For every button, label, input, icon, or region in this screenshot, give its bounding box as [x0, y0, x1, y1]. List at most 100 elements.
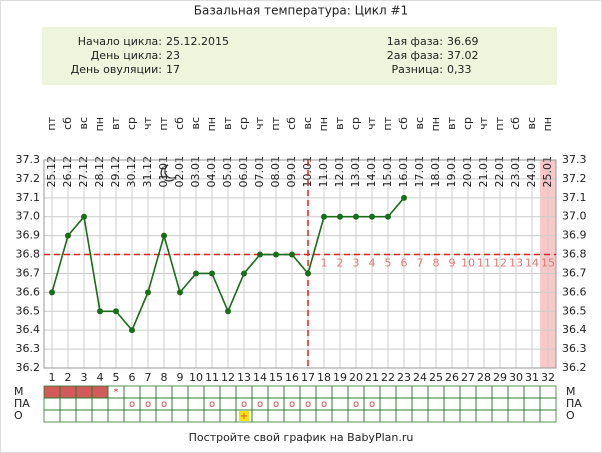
weekday-label: сб — [509, 117, 522, 130]
phase-day: 4 — [369, 257, 376, 270]
day-number: 14 — [253, 371, 267, 384]
phase-day: 2 — [337, 257, 344, 270]
filled-cell — [92, 386, 108, 398]
temperature-point — [241, 270, 247, 277]
date-label: 28.12 — [93, 156, 106, 188]
y-tick-label: 36.8 — [16, 248, 41, 261]
temperature-point — [49, 289, 55, 296]
weekday-label: ср — [349, 117, 362, 130]
temperature-point — [97, 308, 103, 315]
date-label: 15.01 — [381, 156, 394, 188]
date-label: 13.01 — [349, 156, 362, 188]
row-cell — [539, 409, 557, 423]
weekday-label: пт — [45, 116, 58, 130]
day-number: 9 — [177, 371, 184, 384]
temperature-point — [177, 289, 183, 296]
y-tick-label-right: 36.9 — [562, 229, 587, 242]
y-tick-label: 37.1 — [16, 191, 41, 204]
info-label: День цикла: — [91, 49, 162, 62]
day-number: 19 — [333, 371, 347, 384]
row-label: ПА — [14, 397, 30, 410]
phase-day: 10 — [461, 257, 475, 270]
day-number: 25 — [429, 371, 443, 384]
date-label: 05.01 — [221, 156, 234, 188]
day-number: 27 — [461, 371, 475, 384]
phase-day: 7 — [417, 257, 424, 270]
y-tick-label-right: 36.5 — [562, 304, 587, 317]
row-mark: + — [240, 411, 248, 422]
info-value: 23 — [166, 49, 180, 62]
day-number: 1 — [49, 371, 56, 384]
row-label: О — [14, 409, 23, 422]
date-label: 25.01 — [541, 156, 554, 188]
phase-day: 11 — [477, 257, 491, 270]
row-mark: o — [241, 399, 247, 410]
date-label: 06.01 — [237, 156, 250, 188]
day-number: 12 — [221, 371, 235, 384]
y-tick-label-right: 37.3 — [562, 153, 587, 166]
chart-title: Базальная температура: Цикл #1 — [194, 4, 408, 18]
date-label: 20.01 — [461, 156, 474, 188]
temperature-point — [161, 232, 167, 239]
phase-day: 8 — [433, 257, 440, 270]
row-label-right: М — [566, 385, 576, 398]
y-tick-label: 36.9 — [16, 229, 41, 242]
y-tick-label-right: 36.3 — [562, 342, 587, 355]
day-number: 4 — [97, 371, 104, 384]
info-label: 2ая фаза: — [387, 49, 443, 62]
info-label: Начало цикла: — [78, 35, 162, 48]
day-number: 7 — [145, 371, 152, 384]
day-number: 15 — [269, 371, 283, 384]
row-mark: o — [369, 399, 375, 410]
y-tick-label-right: 37.2 — [562, 172, 587, 185]
temperature-point — [225, 308, 231, 315]
y-tick-label-right: 36.8 — [562, 248, 587, 261]
y-tick-label: 36.4 — [16, 323, 41, 336]
weekday-label: ср — [461, 117, 474, 130]
temperature-point — [273, 251, 279, 258]
temperature-point — [337, 213, 343, 220]
temperature-point — [81, 213, 87, 220]
day-number: 32 — [541, 371, 555, 384]
date-label: 09.01 — [285, 156, 298, 188]
row-mark: o — [273, 399, 279, 410]
day-number: 21 — [365, 371, 379, 384]
weekday-label: вт — [333, 116, 346, 129]
temperature-point — [257, 251, 263, 258]
phase-day: 14 — [525, 257, 539, 270]
day-number: 29 — [493, 371, 507, 384]
weekday-label: пт — [157, 116, 170, 130]
day-number: 13 — [237, 371, 251, 384]
weekday-label: чт — [477, 116, 490, 129]
y-tick-label: 36.2 — [16, 361, 41, 374]
row-mark: o — [321, 399, 327, 410]
weekday-label: чт — [253, 116, 266, 129]
date-label: 31.12 — [141, 156, 154, 188]
moon-icon — [160, 164, 177, 182]
y-tick-label: 36.5 — [16, 304, 41, 317]
temperature-point — [369, 213, 375, 220]
date-label: 22.01 — [493, 156, 506, 188]
temperature-point — [129, 327, 135, 334]
info-value: 36.69 — [447, 35, 479, 48]
y-tick-label-right: 36.7 — [562, 266, 587, 279]
day-number: 6 — [129, 371, 136, 384]
row-mark: o — [353, 399, 359, 410]
day-number: 2 — [65, 371, 72, 384]
info-label: День овуляции: — [71, 63, 162, 76]
plot-border — [43, 159, 557, 369]
temperature-point — [193, 270, 199, 277]
temperature-point — [65, 232, 71, 239]
info-label: Разница: — [392, 63, 444, 76]
date-label: 24.01 — [525, 156, 538, 188]
y-tick-label-right: 36.2 — [562, 361, 587, 374]
filled-cell — [44, 386, 60, 398]
info-value: 17 — [166, 63, 180, 76]
day-number: 3 — [81, 371, 88, 384]
weekday-label: ср — [237, 117, 250, 130]
temperature-point — [401, 194, 407, 201]
row-mark: o — [289, 399, 295, 410]
filled-cell — [60, 386, 76, 398]
date-label: 12.01 — [333, 156, 346, 188]
